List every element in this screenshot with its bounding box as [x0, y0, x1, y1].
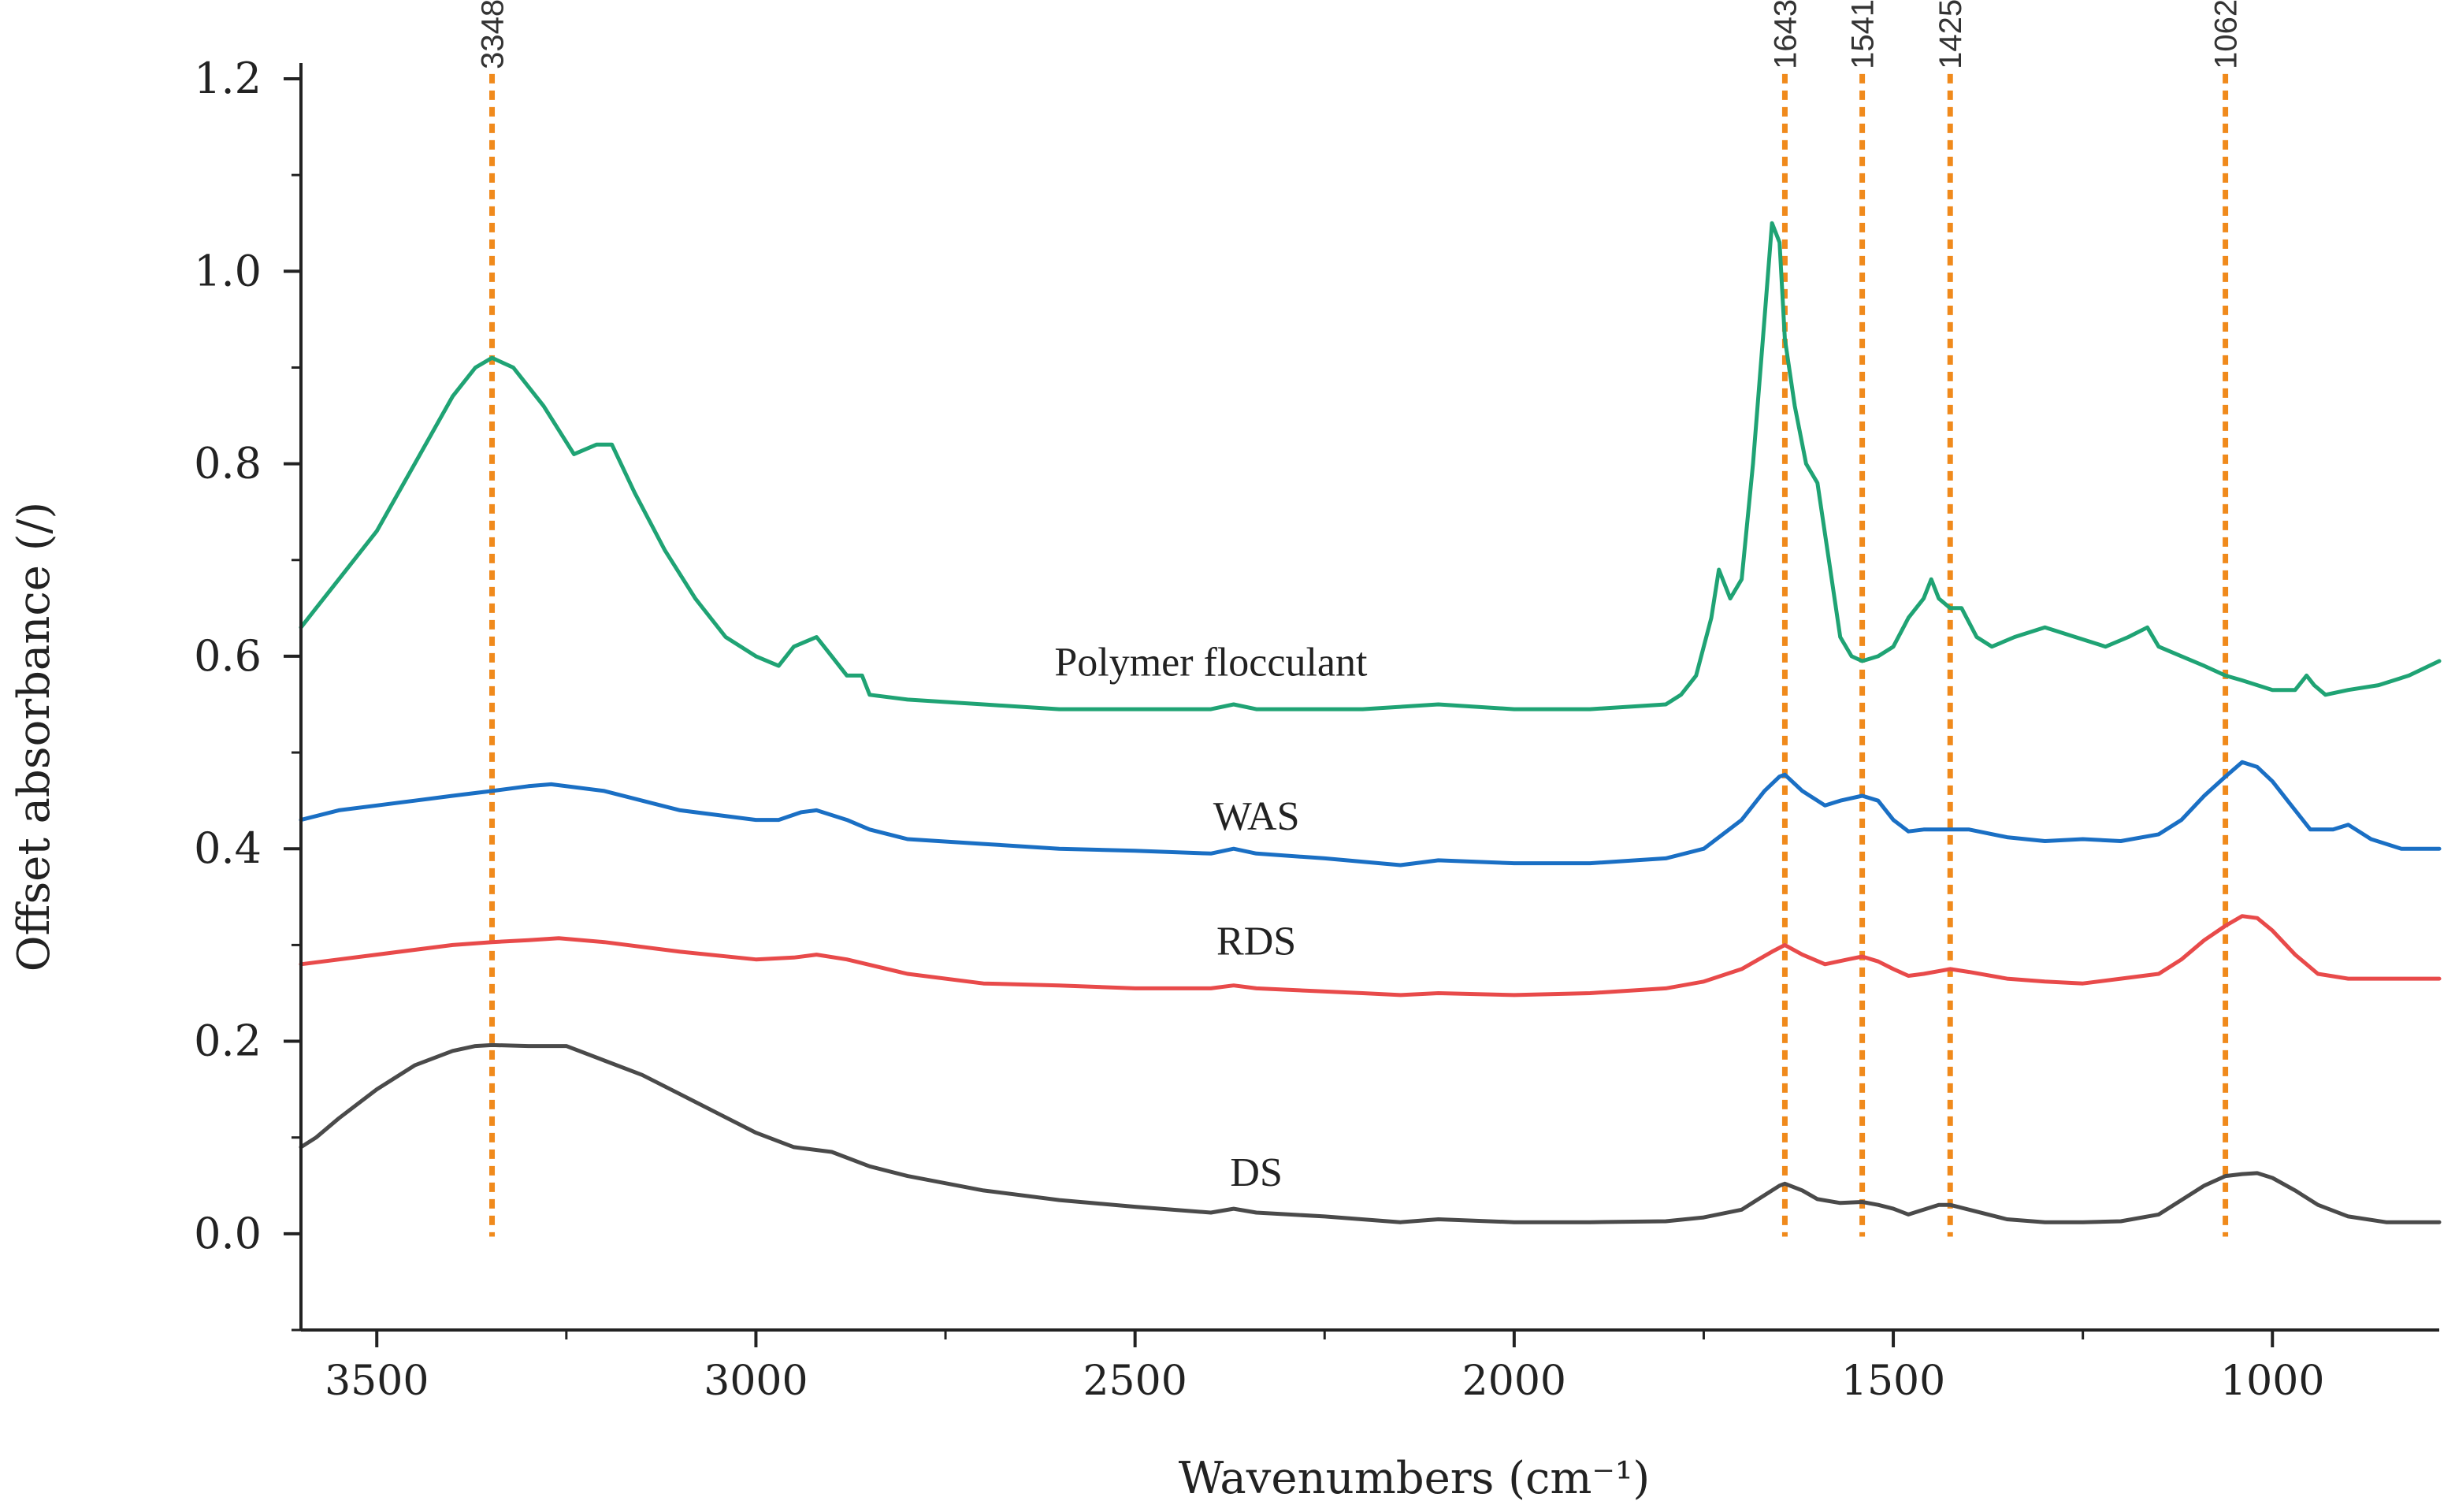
series-line-ds: [299, 1042, 2442, 1224]
series-line-rds: [299, 914, 2442, 997]
y-tick-label: 1.0: [194, 246, 262, 295]
peak-label-1425: 1425: [1933, 0, 1968, 69]
series-labels: Polymer flocculant WAS RDS DS: [1054, 640, 1368, 1194]
series-label-polymer-flocculant: Polymer flocculant: [1054, 640, 1368, 685]
y-axis-title: Offset absorbance (/): [9, 502, 60, 972]
series-label-ds: DS: [1230, 1150, 1282, 1195]
x-tick-label: 1000: [2220, 1358, 2324, 1405]
x-tick-label: 3000: [704, 1358, 808, 1405]
x-axis-title: Wavenumbers (cm⁻¹): [1179, 1453, 1651, 1504]
series-lines: [299, 221, 2442, 1224]
series-label-was: WAS: [1213, 794, 1300, 839]
peak-labels: 3348 1643 1541 1425 1062: [476, 0, 2244, 69]
y-tick-label: 0.4: [194, 823, 262, 873]
y-tick-label: 0.6: [194, 631, 262, 681]
y-tick-label: 0.0: [194, 1209, 262, 1258]
x-tick-label: 2000: [1462, 1358, 1566, 1405]
reference-lines: [489, 73, 2229, 1237]
x-tick-label: 3500: [325, 1358, 429, 1405]
peak-label-1541: 1541: [1846, 0, 1881, 69]
peak-label-1643: 1643: [1768, 0, 1803, 69]
y-tick-label: 0.8: [194, 439, 262, 489]
peak-label-1062: 1062: [2209, 0, 2244, 69]
y-tick-label: 1.2: [194, 54, 262, 103]
series-label-rds: RDS: [1216, 919, 1296, 964]
axis-ticks: 0.0 0.2 0.4 0.6 0.8 1.0 1.2 3500 3000 2500 2000 150…: [194, 54, 2324, 1405]
x-tick-label: 1500: [1841, 1358, 1945, 1405]
y-tick-label: 0.2: [194, 1016, 262, 1066]
series-line-was: [299, 760, 2442, 867]
peak-label-3348: 3348: [476, 0, 511, 69]
x-tick-label: 2500: [1083, 1358, 1187, 1405]
series-line-polymer-flocculant: [299, 221, 2442, 711]
